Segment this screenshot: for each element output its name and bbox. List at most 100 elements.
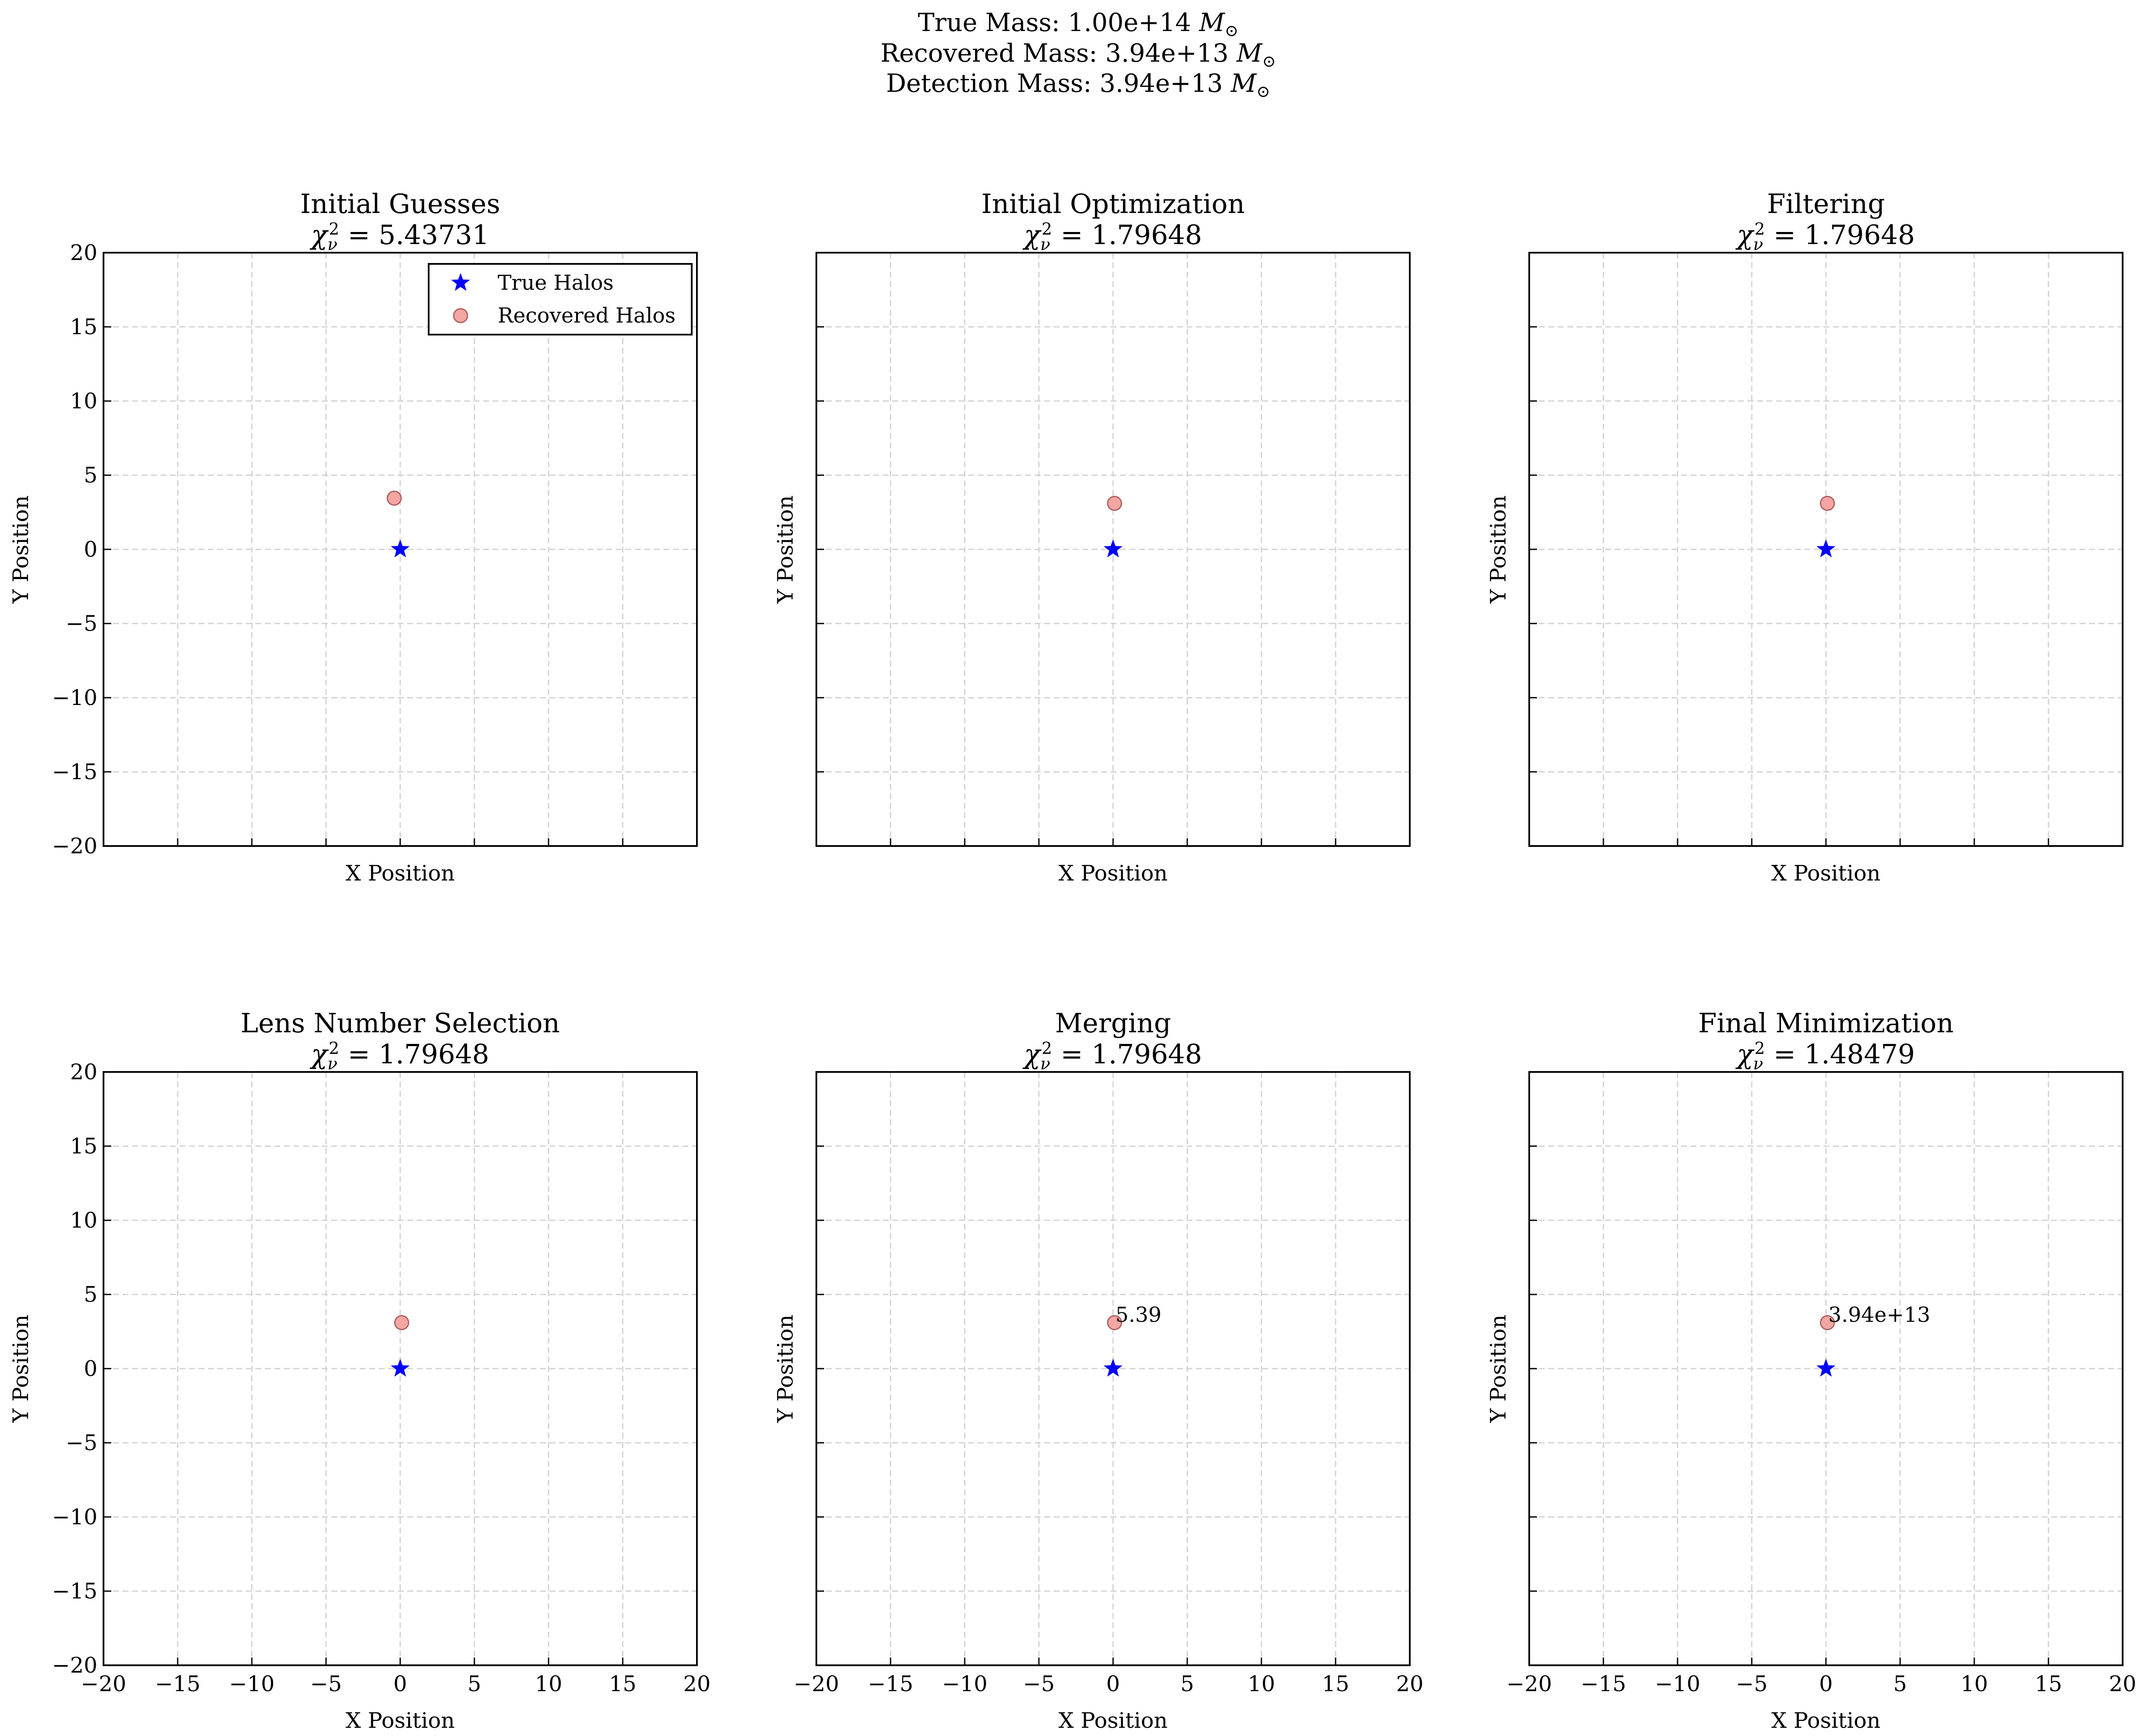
y-tick-label: −15 xyxy=(52,1579,97,1604)
legend-box xyxy=(428,263,693,335)
subplot-chi2: χν2 = 1.48479 xyxy=(1735,1038,1915,1073)
recovered-halo-point xyxy=(1107,495,1122,511)
x-tick-label: 5 xyxy=(467,1671,481,1696)
x-tick-label: 15 xyxy=(1322,1671,1349,1696)
x-tick-label: 0 xyxy=(1819,1671,1833,1696)
recovered-halo-point xyxy=(386,490,402,506)
axes-frame xyxy=(103,1071,698,1666)
recovered-halo-point xyxy=(1107,1315,1122,1330)
x-tick-label: 15 xyxy=(2035,1671,2062,1696)
x-axis-label: X Position xyxy=(1771,861,1880,886)
x-tick-label: −20 xyxy=(81,1671,126,1696)
x-tick-label: −5 xyxy=(1736,1671,1768,1696)
legend-star-marker xyxy=(451,273,470,291)
y-axis-label: Y Position xyxy=(8,495,33,604)
y-tick-label: −10 xyxy=(52,1504,97,1529)
y-tick-label: 15 xyxy=(70,1134,97,1159)
x-tick-label: −5 xyxy=(310,1671,342,1696)
legend-circle-marker xyxy=(453,308,468,323)
axes-frame xyxy=(816,1071,1411,1666)
subplot-chi2: χν2 = 1.79648 xyxy=(1023,1038,1202,1073)
y-tick-label: 5 xyxy=(84,1282,97,1307)
true-halo-point xyxy=(1104,1359,1123,1377)
y-tick-label: −5 xyxy=(66,1430,97,1455)
x-tick-label: 0 xyxy=(393,1671,407,1696)
subplot-title: Final Minimization xyxy=(1698,1007,1954,1039)
suptitle-line-1: True Mass: 1.00e+14 M⊙ xyxy=(918,8,1239,40)
y-axis-label: Y Position xyxy=(8,1315,33,1423)
x-tick-label: −20 xyxy=(1506,1671,1552,1696)
x-tick-label: 10 xyxy=(1960,1671,1988,1696)
legend-entry-label: True Halos xyxy=(498,271,614,295)
true-halo-point xyxy=(391,539,410,558)
y-tick-label: −5 xyxy=(66,611,97,636)
subplot-chi2: χν2 = 1.79648 xyxy=(1023,219,1202,254)
legend: True Halos Recovered Halos xyxy=(428,263,693,335)
suptitle: True Mass: 1.00e+14 M⊙ Recovered Mass: 3… xyxy=(880,8,1276,101)
subplot-title: Filtering xyxy=(1767,188,1885,219)
x-tick-label: −10 xyxy=(942,1671,988,1696)
subplot-chi2: χν2 = 1.79648 xyxy=(1735,219,1915,254)
suptitle-line-2: Recovered Mass: 3.94e+13 M⊙ xyxy=(880,38,1276,71)
x-tick-label: 5 xyxy=(1180,1671,1194,1696)
x-tick-label: −5 xyxy=(1023,1671,1055,1696)
y-tick-label: −15 xyxy=(52,759,97,784)
point-annotation: 3.94e+13 xyxy=(1828,1303,1930,1327)
y-tick-label: 0 xyxy=(84,537,97,562)
x-tick-label: 10 xyxy=(1248,1671,1275,1696)
true-halo-point xyxy=(1816,539,1835,558)
subplot-title: Initial Optimization xyxy=(981,188,1245,219)
y-axis-label: Y Position xyxy=(773,1315,798,1423)
x-tick-label: −15 xyxy=(868,1671,913,1696)
x-tick-label: 0 xyxy=(1106,1671,1120,1696)
y-tick-label: 15 xyxy=(70,314,97,339)
subplot-chi2: χν2 = 1.79648 xyxy=(310,1038,489,1073)
x-tick-label: −10 xyxy=(1655,1671,1700,1696)
y-tick-label: 10 xyxy=(70,389,97,414)
x-tick-label: 15 xyxy=(609,1671,637,1696)
true-halo-point xyxy=(391,1359,410,1377)
x-tick-label: 20 xyxy=(1396,1671,1424,1696)
y-tick-label: 10 xyxy=(70,1208,97,1233)
subplot-title: Initial Guesses xyxy=(300,188,500,219)
axes-frame xyxy=(1528,1071,2123,1666)
axes-frame xyxy=(1528,252,2123,847)
x-tick-label: 20 xyxy=(683,1671,711,1696)
subplot-title: Merging xyxy=(1055,1007,1171,1039)
recovered-halo-point xyxy=(1819,1315,1835,1330)
y-axis-label: Y Position xyxy=(1486,495,1511,604)
x-axis-label: X Position xyxy=(1771,1708,1880,1733)
suptitle-line-3: Detection Mass: 3.94e+13 M⊙ xyxy=(886,69,1270,101)
x-axis-label: X Position xyxy=(345,861,455,886)
x-axis-label: X Position xyxy=(345,1708,455,1733)
x-tick-label: −15 xyxy=(1581,1671,1626,1696)
subplot-title: Lens Number Selection xyxy=(241,1007,560,1039)
y-axis-label: Y Position xyxy=(1486,1315,1511,1423)
x-axis-label: X Position xyxy=(1058,861,1167,886)
y-axis-label: Y Position xyxy=(773,495,798,604)
y-tick-label: −20 xyxy=(52,1653,97,1678)
axes-frame xyxy=(816,252,1411,847)
axes-frame xyxy=(103,252,698,847)
point-annotation: 5.39 xyxy=(1115,1303,1161,1327)
x-tick-label: −15 xyxy=(155,1671,201,1696)
x-tick-label: 10 xyxy=(535,1671,562,1696)
y-tick-label: 20 xyxy=(70,1059,97,1084)
y-tick-label: −10 xyxy=(52,685,97,710)
recovered-halo-point xyxy=(394,1315,409,1330)
recovered-halo-point xyxy=(1819,495,1835,511)
true-halo-point xyxy=(1104,539,1123,558)
legend-entry-label: Recovered Halos xyxy=(498,304,676,328)
x-tick-label: −20 xyxy=(794,1671,839,1696)
true-halo-point xyxy=(1816,1359,1835,1377)
y-tick-label: 20 xyxy=(70,240,97,265)
x-tick-label: −10 xyxy=(229,1671,275,1696)
